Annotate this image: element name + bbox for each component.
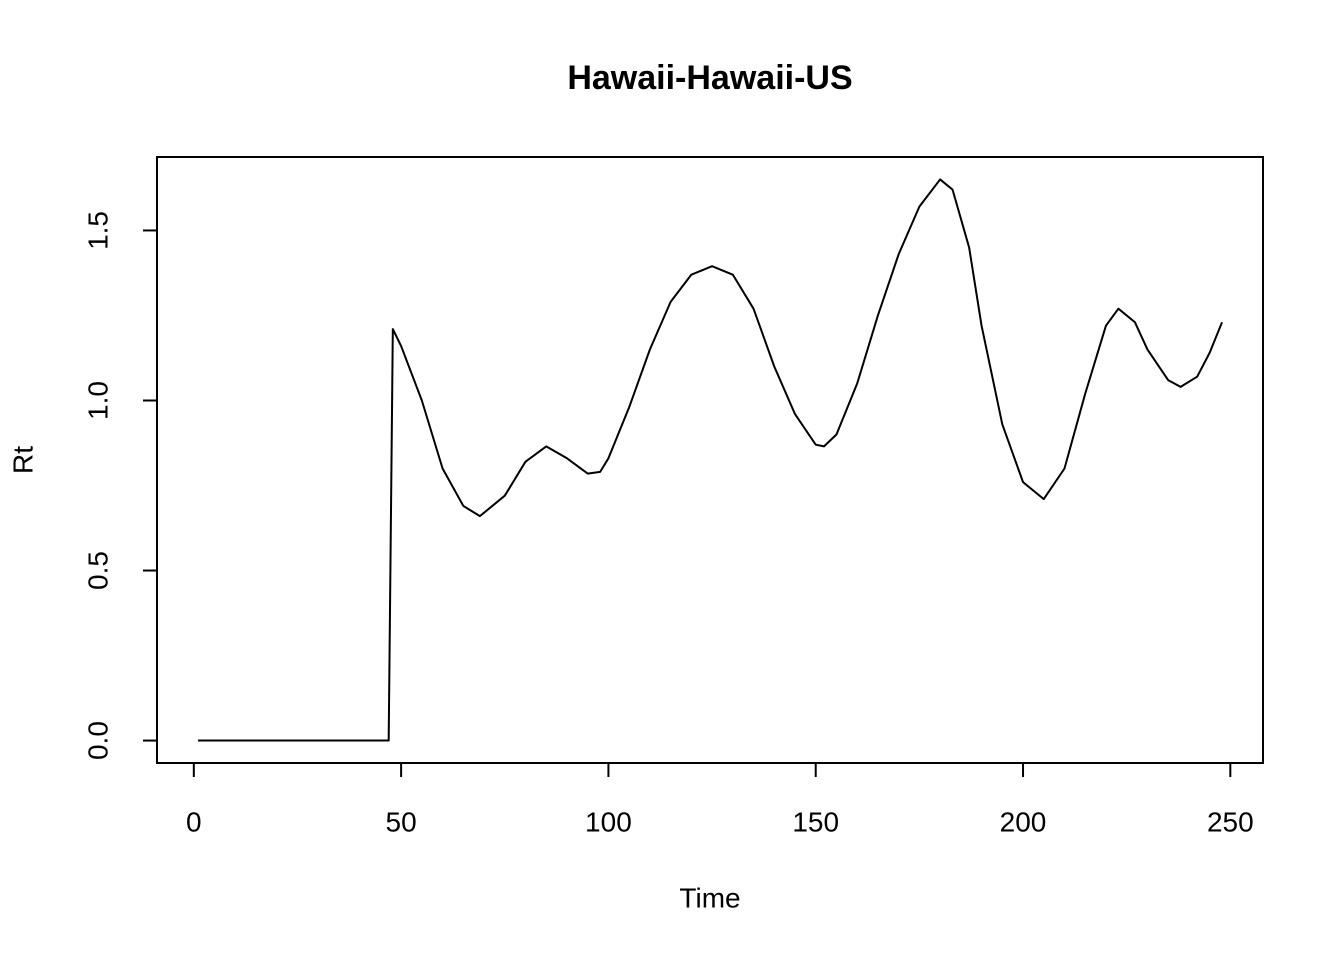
- plot-frame: [156, 156, 1264, 764]
- chart-title: Hawaii-Hawaii-US: [567, 59, 852, 97]
- x-tick-label: 0: [186, 806, 202, 837]
- y-tick-label: 0.5: [82, 551, 113, 590]
- x-tick-label: 150: [792, 806, 839, 837]
- y-tick-label: 1.5: [82, 211, 113, 250]
- x-axis-label: Time: [679, 882, 740, 913]
- y-tick-label: 0.0: [82, 721, 113, 760]
- x-tick-label: 200: [1000, 806, 1047, 837]
- y-axis-label: Rt: [7, 446, 38, 474]
- x-tick-label: 50: [386, 806, 417, 837]
- x-tick-label: 100: [585, 806, 632, 837]
- data-line: [197, 178, 1223, 742]
- y-tick-label: 1.0: [82, 381, 113, 420]
- x-tick-label: 250: [1207, 806, 1254, 837]
